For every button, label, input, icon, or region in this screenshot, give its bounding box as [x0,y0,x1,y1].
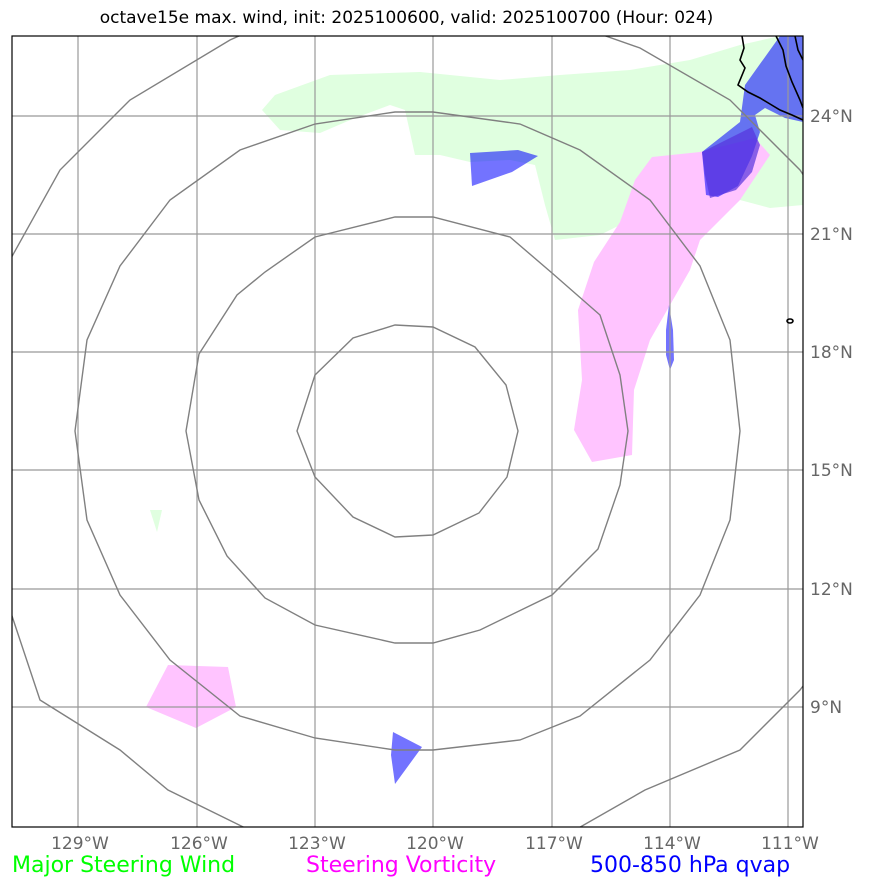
longitude-labels: 129°W 126°W 123°W 120°W 117°W 114°W 111°… [51,834,819,854]
island-socorro [786,318,794,324]
coastline-baja [737,36,803,121]
lon-label-126w: 126°W [170,834,228,854]
legend-qvap: 500-850 hPa qvap [590,853,791,878]
legend-steering-vorticity: Steering Vorticity [306,853,497,878]
range-ring-2 [185,216,629,644]
lat-label-15n: 15°N [810,461,853,481]
map-title: octave15e max. wind, init: 2025100600, v… [99,8,714,28]
range-ring-4 [12,36,803,827]
lon-label-129w: 129°W [51,834,109,854]
range-ring-3 [74,111,741,751]
qvap-region-south [391,732,422,784]
lon-label-117w: 117°W [525,834,583,854]
steering-wind-region-small [150,510,162,532]
lat-label-12n: 12°N [810,580,853,600]
lon-label-123w: 123°W [288,834,346,854]
range-ring-1 [296,324,519,538]
map-frame [11,35,804,828]
range-rings [12,36,803,827]
lat-label-9n: 9°N [810,698,842,718]
legend-steering-wind: Major Steering Wind [12,853,236,878]
steering-vorticity-shading [146,138,770,728]
lon-label-114w: 114°W [643,834,701,854]
qvap-region-offshore [470,150,538,186]
lat-label-18n: 18°N [810,343,853,363]
steering-wind-shading [150,36,803,532]
vorticity-region-east [574,138,770,462]
qvap-region-core [702,127,760,198]
lat-label-21n: 21°N [810,225,853,245]
coastline-gulf [775,36,803,109]
lon-label-120w: 120°W [406,834,464,854]
lat-label-24n: 24°N [810,107,853,127]
lon-label-111w: 111°W [761,834,819,854]
vorticity-region-southwest [146,665,236,728]
graticule [12,36,803,827]
latitude-labels: 24°N 21°N 18°N 15°N 12°N 9°N [810,107,853,718]
coastline-mainland [794,36,803,61]
coastline [737,36,803,324]
